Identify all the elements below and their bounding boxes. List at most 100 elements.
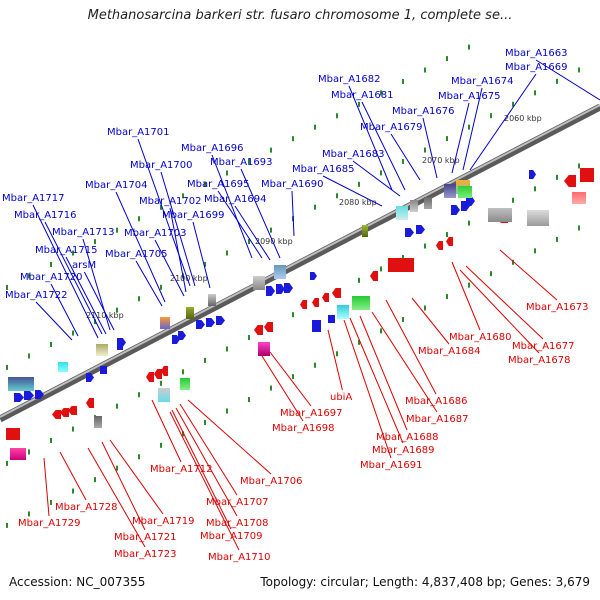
tick-mark bbox=[578, 163, 580, 169]
callout-line bbox=[469, 73, 537, 171]
tick-mark bbox=[424, 67, 426, 73]
callout-line bbox=[451, 261, 481, 331]
gene-label: Mbar_A1682 bbox=[318, 74, 381, 85]
forward-gene-arrow bbox=[24, 391, 34, 400]
forward-gene-arrow bbox=[196, 320, 205, 329]
callout-line bbox=[465, 265, 544, 340]
tick-mark bbox=[28, 449, 30, 455]
callout-line bbox=[187, 399, 272, 475]
callout-line bbox=[327, 329, 343, 391]
tick-mark bbox=[556, 174, 558, 180]
gene-block bbox=[488, 208, 512, 222]
callout-line bbox=[169, 207, 187, 293]
callout-line bbox=[385, 299, 437, 395]
reverse-gene-block bbox=[388, 258, 414, 272]
reverse-gene-arrow bbox=[154, 369, 162, 379]
gene-label: Mbar_A1688 bbox=[376, 432, 439, 443]
gene-label: Mbar_A1673 bbox=[526, 302, 589, 313]
gene-label: Mbar_A1684 bbox=[418, 346, 481, 357]
genome-stats-text: Topology: circular; Length: 4,837,408 bp… bbox=[260, 575, 590, 589]
tick-mark bbox=[270, 147, 272, 153]
gene-label: Mbar_A1719 bbox=[132, 516, 195, 527]
gene-label: Mbar_A1679 bbox=[360, 122, 423, 133]
reverse-gene-arrow bbox=[332, 288, 341, 298]
tick-mark bbox=[226, 346, 228, 352]
tick-mark bbox=[512, 197, 514, 203]
gene-label: Mbar_A1716 bbox=[14, 210, 77, 221]
reverse-gene-arrow bbox=[564, 175, 576, 187]
tick-mark bbox=[248, 239, 250, 245]
tick-mark bbox=[424, 305, 426, 311]
tick-mark bbox=[314, 124, 316, 130]
gene-label: Mbar_A1689 bbox=[372, 445, 435, 456]
tick-mark bbox=[72, 426, 74, 432]
tick-mark bbox=[292, 312, 294, 318]
gene-label: Mbar_A1699 bbox=[162, 210, 225, 221]
gene-label: Mbar_A1663 bbox=[505, 48, 568, 59]
tick-mark bbox=[380, 90, 382, 96]
callout-line bbox=[101, 441, 146, 531]
tick-mark bbox=[358, 101, 360, 107]
forward-gene-arrow bbox=[451, 205, 460, 215]
forward-gene-block bbox=[328, 315, 335, 323]
reverse-gene-block bbox=[6, 428, 20, 440]
gene-block bbox=[158, 388, 170, 402]
callout-line bbox=[291, 190, 295, 237]
tick-mark bbox=[292, 136, 294, 142]
tick-mark bbox=[578, 67, 580, 73]
callout-line bbox=[65, 256, 107, 335]
gene-label: Mbar_A1708 bbox=[206, 518, 269, 529]
tick-mark bbox=[204, 419, 206, 425]
tick-mark bbox=[6, 364, 8, 370]
tick-mark bbox=[50, 500, 52, 505]
callout-line bbox=[192, 221, 211, 289]
callout-line bbox=[240, 168, 281, 259]
tick-mark bbox=[116, 403, 118, 409]
tick-mark bbox=[226, 408, 228, 414]
callout-line bbox=[234, 205, 271, 261]
forward-gene-arrow bbox=[416, 225, 425, 234]
forward-gene-arrow bbox=[216, 316, 225, 325]
callout-line bbox=[361, 101, 406, 191]
gene-block bbox=[180, 378, 190, 390]
gene-label: Mbar_A1717 bbox=[2, 193, 65, 204]
tick-mark bbox=[160, 284, 162, 290]
gene-block bbox=[253, 276, 265, 290]
forward-gene-arrow bbox=[266, 286, 275, 296]
callout-line bbox=[352, 160, 401, 197]
gene-label: Mbar_A1723 bbox=[114, 549, 177, 560]
callout-line bbox=[535, 59, 600, 101]
gene-label: Mbar_A1704 bbox=[85, 180, 148, 191]
callout-line bbox=[343, 319, 392, 459]
forward-gene-arrow bbox=[35, 390, 44, 399]
gene-label: Mbar_A1681 bbox=[331, 90, 394, 101]
gene-label: Mbar_A1695 bbox=[187, 179, 250, 190]
scale-label: 2060 kbp bbox=[504, 114, 542, 123]
reverse-gene-arrow bbox=[322, 293, 329, 302]
callout-line bbox=[322, 175, 383, 207]
tick-mark bbox=[72, 250, 74, 256]
tick-mark bbox=[204, 181, 206, 187]
tick-mark bbox=[336, 351, 338, 357]
tick-mark bbox=[402, 158, 404, 164]
callout-line bbox=[217, 190, 263, 259]
forward-gene-block bbox=[312, 320, 321, 332]
scale-label: 2100 kbp bbox=[170, 274, 208, 283]
callout-line bbox=[269, 351, 312, 407]
tick-mark bbox=[160, 380, 162, 386]
gene-block bbox=[186, 307, 194, 319]
gene-block bbox=[8, 377, 34, 391]
callout-line bbox=[499, 249, 558, 301]
tick-mark bbox=[468, 44, 470, 50]
callout-line bbox=[87, 447, 146, 548]
gene-label: Mbar_A1700 bbox=[130, 160, 193, 171]
gene-label: Mbar_A1715 bbox=[35, 245, 98, 256]
callout-line bbox=[109, 439, 164, 515]
gene-label: Mbar_A1705 bbox=[105, 249, 168, 260]
gene-label: Mbar_A1674 bbox=[451, 76, 514, 87]
reverse-gene-arrow bbox=[60, 408, 69, 417]
callout-line bbox=[35, 301, 73, 341]
callout-line bbox=[160, 171, 196, 287]
tick-mark bbox=[512, 101, 514, 107]
